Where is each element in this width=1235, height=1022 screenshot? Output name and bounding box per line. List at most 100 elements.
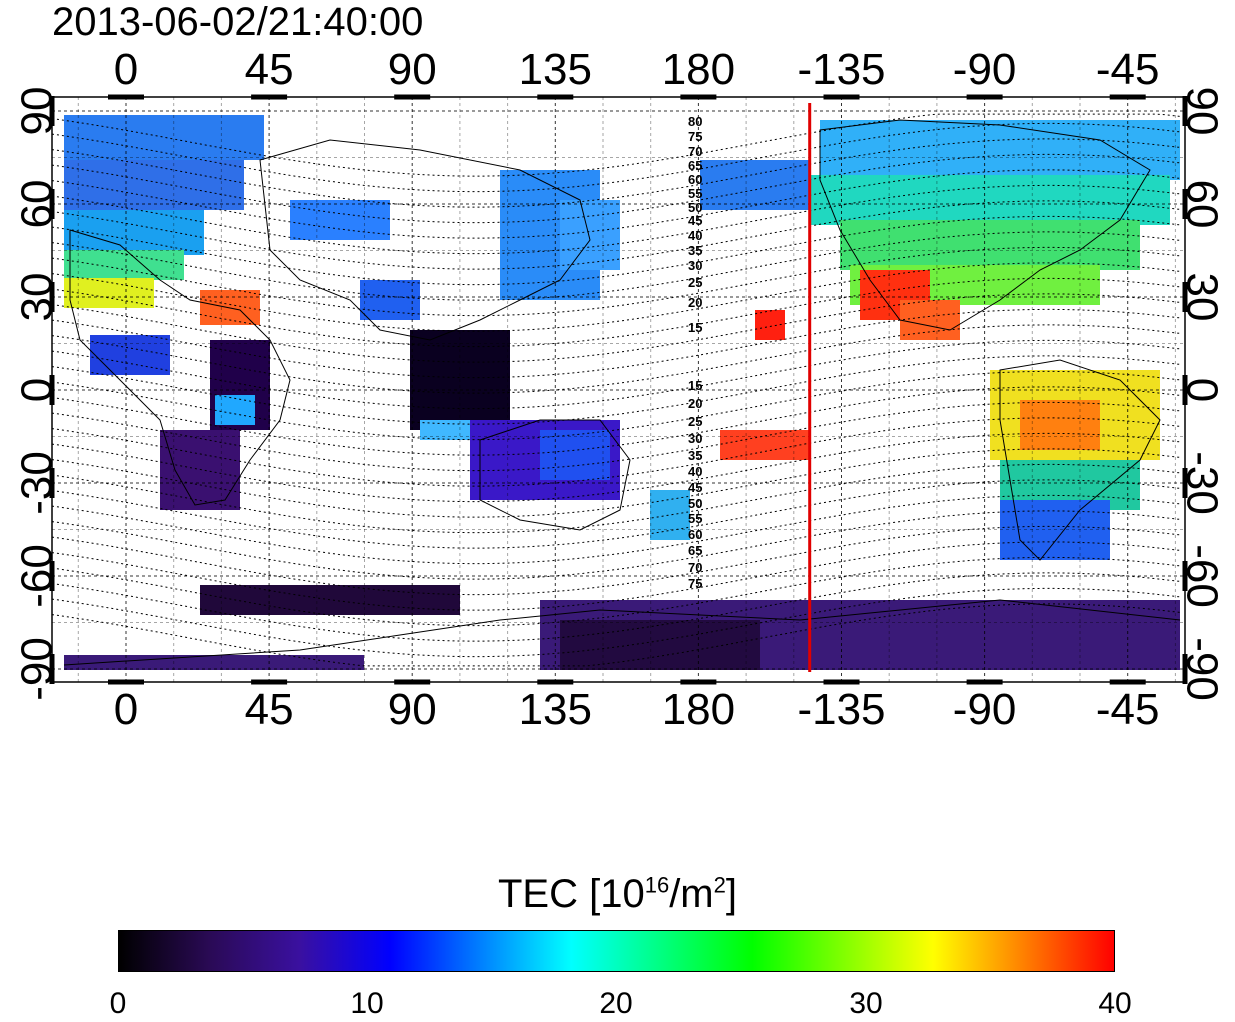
magnetic-contour [52,138,1181,208]
contour-label: 65 [688,158,702,173]
magnetic-contour [52,448,1181,518]
left-lat-tick-label: -60 [12,544,61,608]
top-lon-tick-label: 90 [388,45,437,94]
colorbar-tick-label: 10 [350,987,384,1020]
top-lon-tick-label: -45 [1096,45,1160,94]
contour-label: 60 [688,527,702,542]
contour-label: 70 [688,560,702,575]
colorbar-tick-label: 30 [849,987,883,1020]
magnetic-contour [52,370,1181,441]
contour-label: 50 [688,496,702,511]
contour-label: 80 [688,114,702,129]
colorbar-tick-label: 20 [599,987,633,1020]
magnetic-contour [52,386,1181,456]
magnetic-contour [52,510,1181,580]
tec-patch [215,395,255,425]
magnetic-contour [52,401,1181,472]
bottom-longitude-axis: 0 45 90 135 180 -135 -90 -45 [114,685,1160,734]
top-lon-tick-label: 45 [245,45,294,94]
right-latitude-axis: 90 60 30 0 -30 -60 -90 [1178,87,1227,701]
colorbar-title-prefix: TEC [10 [497,872,645,916]
tec-patch [200,585,460,615]
magnetic-latitude-contours [52,113,1181,667]
tec-patch [160,430,240,510]
magnetic-contour [52,308,1181,379]
colorbar-title: TEC [1016/m2] [0,868,1235,920]
left-lat-tick-label: 60 [12,180,61,229]
magnetic-contour [52,169,1181,239]
plot-area: 8075706560555045403530252015152025303540… [52,97,1185,682]
left-lat-tick-label: -30 [12,451,61,515]
coastlines [63,119,1181,666]
contour-label: 35 [688,448,702,463]
magnetic-contour [52,215,1181,286]
magnetic-contour [52,525,1181,596]
magnetic-contour [52,417,1181,487]
contour-label: 15 [688,320,702,335]
tec-patch [650,490,690,540]
contour-label: 65 [688,543,702,558]
colorbar-tick-label: 0 [109,987,127,1020]
right-lat-tick-label: 90 [1178,87,1227,136]
contour-label: 20 [688,396,702,411]
tec-patch [64,278,154,308]
magnetic-contour [52,587,1181,658]
bottom-lon-tick-label: 180 [662,685,735,734]
right-lat-tick-label: -60 [1178,544,1227,608]
left-lat-tick-label: -90 [12,637,61,701]
bottom-lon-tick-label: -135 [797,685,885,734]
contour-label: 40 [688,228,702,243]
magnetic-contour [52,231,1181,301]
right-lat-tick-label: 60 [1178,180,1227,229]
tec-patch [1020,400,1100,450]
right-lat-tick-label: -30 [1178,451,1227,515]
tec-patch [720,430,810,460]
right-lat-tick-label: 0 [1178,378,1227,402]
bottom-lon-tick-label: -45 [1096,685,1160,734]
timestamp: 2013-06-02/21:40:00 [52,0,424,44]
colorbar [118,930,1115,972]
magnetic-contour [52,113,1181,177]
lat-lon-grid [52,97,1185,682]
magnetic-contour [52,556,1181,627]
magnetic-contour [52,122,1181,193]
contour-label: 75 [688,576,702,591]
colorbar-title-unit: /m [669,872,714,916]
left-latitude-axis: 90 60 30 0 -30 -60 -90 [12,87,61,701]
left-lat-tick-label: 0 [12,378,61,402]
tec-patch [64,250,184,280]
tec-patch [560,200,620,270]
tec-patch [64,655,364,670]
magnetic-contour [52,479,1181,549]
contour-label: 25 [688,414,702,429]
contour-label: 45 [688,213,702,228]
magnetic-contour [52,153,1181,224]
magnetic-contour [52,339,1181,410]
frame-ticks [49,94,1188,685]
magnetic-contour [52,277,1181,348]
right-lat-tick-label: -90 [1178,637,1227,701]
colorbar-title-suffix: ] [725,872,737,916]
top-lon-tick-label: -135 [797,45,885,94]
left-lat-tick-label: 90 [12,87,61,136]
tec-patch [64,115,264,160]
contour-label: 55 [688,186,702,201]
magnetic-contour [52,293,1181,363]
magnetic-contour [52,603,1181,667]
top-lon-tick-label: 180 [662,45,735,94]
tec-patch [700,160,810,210]
magnetic-contour [52,246,1181,317]
tec-patch [540,430,610,480]
bottom-lon-tick-label: 0 [114,685,138,734]
bottom-lon-tick-label: 45 [245,685,294,734]
magnetic-contour [52,541,1181,611]
contour-label: 25 [688,275,702,290]
bottom-lon-tick-label: 135 [519,685,592,734]
magnetic-contour [52,355,1181,425]
bottom-lon-tick-label: 90 [388,685,437,734]
top-lon-tick-label: 135 [519,45,592,94]
tec-data-patches [64,115,1180,670]
tec-patch [900,300,960,340]
top-longitude-axis: 0 45 90 135 180 -135 -90 -45 [114,45,1160,94]
magnetic-contour [52,324,1181,394]
